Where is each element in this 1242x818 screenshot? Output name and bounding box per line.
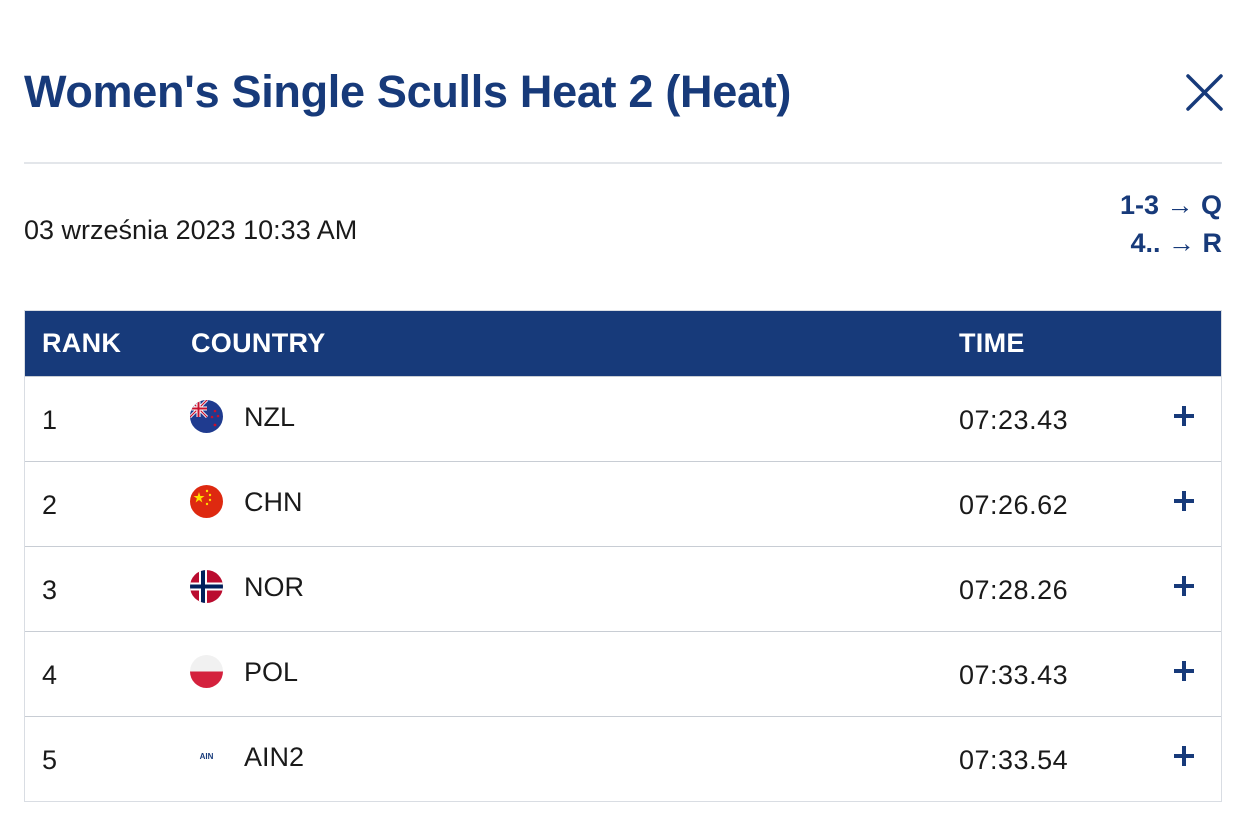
plus-icon [1174, 576, 1194, 596]
column-header-country: COUNTRY [191, 328, 326, 358]
results-table-header: RANK COUNTRY TIME [25, 311, 1221, 376]
pol-flag-icon [190, 655, 223, 688]
rank-cell: 4 [42, 660, 58, 690]
table-row: 1 NZL [25, 376, 1221, 461]
rank-cell: 1 [42, 405, 58, 435]
expand-row-button[interactable] [1169, 486, 1199, 516]
expand-row-button[interactable] [1169, 571, 1199, 601]
country-code: CHN [244, 487, 303, 517]
progression-rule-repechage: 4.. → R [1130, 228, 1222, 258]
table-row: 5 AIN AIN2 07:33.54 [25, 716, 1221, 801]
chn-flag-icon [190, 485, 223, 518]
expand-row-button[interactable] [1169, 656, 1199, 686]
close-icon [1186, 74, 1223, 111]
expand-row-button[interactable] [1169, 401, 1199, 431]
close-button[interactable] [1182, 68, 1228, 114]
expand-row-button[interactable] [1169, 741, 1199, 771]
table-row: 2 CHN 07:26.62 [25, 461, 1221, 546]
header-divider [24, 162, 1222, 164]
country-code: NOR [244, 572, 304, 602]
progression-rule-qualify: 1-3 → Q [1119, 190, 1222, 220]
country-code: AIN2 [244, 742, 305, 772]
ain-flag-icon: AIN [190, 740, 223, 773]
rank-cell: 5 [42, 745, 58, 775]
plus-icon [1174, 491, 1194, 511]
plus-icon [1174, 661, 1194, 681]
rank-cell: 2 [42, 490, 58, 520]
table-row: 3 NOR 07:28.26 [25, 546, 1221, 631]
column-header-time: TIME [959, 328, 1025, 358]
nzl-flag-icon [190, 400, 223, 433]
country-code: NZL [244, 402, 296, 432]
plus-icon [1174, 746, 1194, 766]
page-title: Women's Single Sculls Heat 2 (Heat) [24, 66, 792, 117]
country-code: POL [244, 657, 299, 687]
time-cell: 07:33.54 [959, 745, 1069, 775]
results-table: RANK COUNTRY TIME 1 [24, 310, 1222, 802]
time-cell: 07:23.43 [959, 405, 1069, 435]
ain-flag-label: AIN [199, 752, 214, 761]
race-date-time: 03 września 2023 10:33 AM [24, 215, 358, 245]
table-row: 4 POL 07:33.43 [25, 631, 1221, 716]
column-header-rank: RANK [42, 328, 122, 358]
nor-flag-icon [190, 570, 223, 603]
time-cell: 07:33.43 [959, 660, 1069, 690]
progression-legend: 1-3 → Q 4.. → R [1120, 186, 1222, 262]
time-cell: 07:26.62 [959, 490, 1069, 520]
time-cell: 07:28.26 [959, 575, 1069, 605]
rank-cell: 3 [42, 575, 58, 605]
plus-icon [1174, 406, 1194, 426]
